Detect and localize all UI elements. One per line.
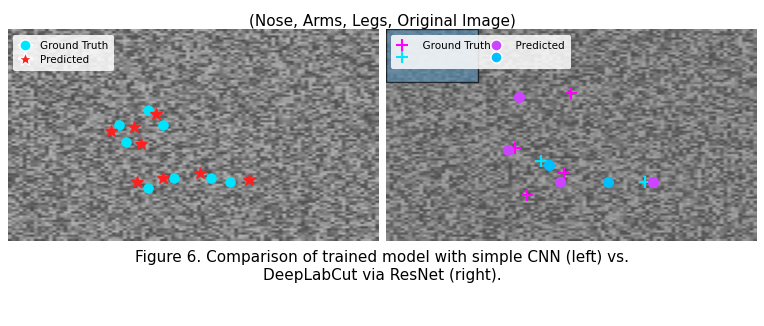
FancyBboxPatch shape [386, 29, 478, 82]
Text: Figure 6. Comparison of trained model with simple CNN (left) vs.
DeepLabCut via : Figure 6. Comparison of trained model wi… [135, 250, 629, 283]
Text: (Nose, Arms, Legs, Original Image): (Nose, Arms, Legs, Original Image) [248, 14, 516, 29]
Legend:   Ground Truth, ,   Predicted, : Ground Truth, , Predicted, [391, 35, 571, 69]
Legend: Ground Truth, Predicted: Ground Truth, Predicted [13, 35, 115, 71]
